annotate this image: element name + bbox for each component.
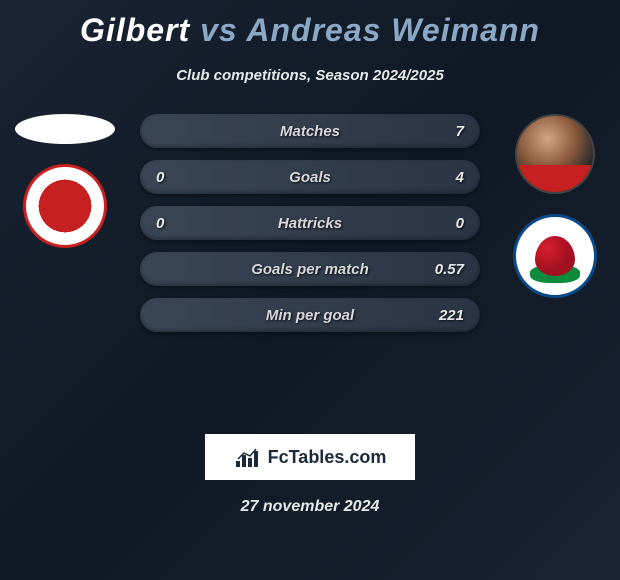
stat-row: Min per goal 221 [140,298,480,332]
player2-photo [515,114,595,194]
stat-right-value: 0.57 [435,261,464,278]
chart-icon [234,445,262,469]
vs-text: vs [200,12,238,48]
stat-label: Hattricks [278,215,342,232]
player1-photo [15,114,115,144]
blackburn-badge-icon [513,214,597,298]
stat-left-value: 0 [156,169,164,186]
stat-label: Matches [280,123,340,140]
stat-row: 0 Hattricks 0 [140,206,480,240]
stats-table: Matches 7 0 Goals 4 0 Hattricks 0 Goals … [140,114,480,344]
player2-name: Andreas Weimann [246,12,540,48]
stat-right-value: 221 [439,307,464,324]
content-area: Matches 7 0 Goals 4 0 Hattricks 0 Goals … [0,114,620,414]
middlesbrough-badge-icon [23,164,107,248]
stat-row: Goals per match 0.57 [140,252,480,286]
stat-row: 0 Goals 4 [140,160,480,194]
stat-right-value: 0 [456,215,464,232]
fctables-logo[interactable]: FcTables.com [205,434,415,480]
subtitle: Club competitions, Season 2024/2025 [0,67,620,84]
stat-row: Matches 7 [140,114,480,148]
stat-label: Goals per match [251,261,369,278]
stat-right-value: 4 [456,169,464,186]
left-column [10,114,120,248]
stat-label: Goals [289,169,331,186]
stat-right-value: 7 [456,123,464,140]
right-column [500,114,610,298]
date-label: 27 november 2024 [0,498,620,516]
comparison-title: Gilbert vs Andreas Weimann [0,0,620,49]
stat-left-value: 0 [156,215,164,232]
logo-text: FcTables.com [268,447,387,468]
stat-label: Min per goal [266,307,354,324]
player1-name: Gilbert [80,12,190,48]
